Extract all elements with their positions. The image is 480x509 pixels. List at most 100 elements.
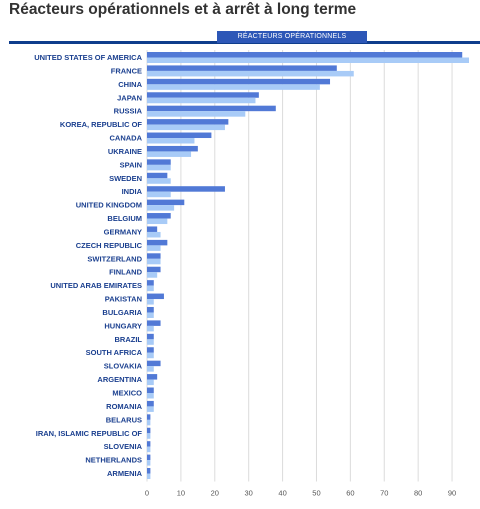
bar-series-1 xyxy=(147,92,259,98)
x-axis-ticks: 0 10 20 30 40 50 60 70 80 90 xyxy=(145,488,456,497)
bar-series-2 xyxy=(147,285,154,292)
category-label: JAPAN xyxy=(117,93,142,102)
category-label: SWITZERLAND xyxy=(87,254,142,263)
bar-series-1 xyxy=(147,266,161,273)
bar-series-2 xyxy=(147,57,469,63)
bar-series-1 xyxy=(147,52,463,58)
bar-series-1 xyxy=(147,374,158,380)
category-label: HUNGARY xyxy=(104,321,142,330)
x-tick-label: 30 xyxy=(245,488,253,497)
x-tick-label: 50 xyxy=(312,488,320,497)
bar-series-1 xyxy=(147,387,154,393)
bar-series-2 xyxy=(147,419,151,426)
bar-series-2 xyxy=(147,460,151,466)
category-label: UNITED ARAB EMIRATES xyxy=(50,281,142,290)
bar-series-2 xyxy=(147,312,154,318)
category-label: FINLAND xyxy=(109,268,142,277)
category-label: KOREA, REPUBLIC OF xyxy=(60,120,143,129)
category-label: BRAZIL xyxy=(115,335,143,344)
bar-series-2 xyxy=(147,191,171,198)
category-label: PAKISTAN xyxy=(105,295,142,304)
bar-series-1 xyxy=(147,454,151,461)
bar-series-1 xyxy=(147,400,154,407)
bar-series-1 xyxy=(147,213,171,219)
category-label: IRAN, ISLAMIC REPUBLIC OF xyxy=(36,429,143,438)
bar-series-2 xyxy=(147,70,354,77)
chart-title: Réacteurs opérationnels et à arrêt à lon… xyxy=(9,1,357,18)
category-label: SOUTH AFRICA xyxy=(86,348,143,357)
bar-series-1 xyxy=(147,145,198,152)
bar-series-1 xyxy=(147,239,168,246)
x-tick-label: 20 xyxy=(211,488,219,497)
category-label: BULGARIA xyxy=(102,308,142,317)
tab-operational-reactors[interactable]: RÉACTEURS OPÉRATIONNELS xyxy=(217,31,367,43)
x-tick-label: 80 xyxy=(414,488,422,497)
category-label: BELARUS xyxy=(106,415,142,424)
x-tick-label: 60 xyxy=(346,488,354,497)
category-label: SPAIN xyxy=(120,160,142,169)
category-label: SLOVAKIA xyxy=(104,362,143,371)
bar-series-1 xyxy=(147,280,154,286)
category-label: INDIA xyxy=(122,187,143,196)
bar-series-2 xyxy=(147,245,161,251)
bar-series-1 xyxy=(147,159,171,165)
bar-series-2 xyxy=(147,164,171,171)
category-label: SWEDEN xyxy=(109,174,142,183)
bar-series-1 xyxy=(147,186,225,192)
bar-series-1 xyxy=(147,199,185,206)
bar-series-2 xyxy=(147,151,192,157)
bar-series-1 xyxy=(147,360,161,367)
bar-series-2 xyxy=(147,325,154,332)
bar-series-1 xyxy=(147,105,276,112)
x-tick-label: 40 xyxy=(278,488,286,497)
bar-series-1 xyxy=(147,441,151,447)
category-label: ARMENIA xyxy=(107,469,143,478)
category-label: UNITED KINGDOM xyxy=(76,201,142,210)
bar-series-1 xyxy=(147,427,151,434)
category-label: BELGIUM xyxy=(107,214,142,223)
category-label: ARGENTINA xyxy=(97,375,142,384)
bar-series-2 xyxy=(147,352,154,359)
bar-series-1 xyxy=(147,414,151,420)
x-tick-label: 0 xyxy=(145,488,149,497)
category-label: ROMANIA xyxy=(106,402,142,411)
x-tick-label: 90 xyxy=(448,488,456,497)
bar-series-1 xyxy=(147,65,337,71)
bar-series-2 xyxy=(147,379,154,386)
category-label: UKRAINE xyxy=(108,147,142,156)
bar-series-2 xyxy=(147,433,151,439)
category-label: CANADA xyxy=(110,134,143,143)
bar-series-2 xyxy=(147,366,154,372)
bar-series-2 xyxy=(147,205,175,211)
bar-series-2 xyxy=(147,84,320,90)
x-tick-label: 70 xyxy=(380,488,388,497)
bar-series-2 xyxy=(147,473,151,480)
category-label: NETHERLANDS xyxy=(85,456,142,465)
category-label: MEXICO xyxy=(112,389,142,398)
bars xyxy=(147,52,469,480)
bar-series-2 xyxy=(147,138,195,144)
bar-series-1 xyxy=(147,253,161,259)
bar-series-2 xyxy=(147,124,225,131)
bar-series-2 xyxy=(147,299,154,305)
category-labels: UNITED STATES OF AMERICA FRANCE CHINA JAPAN… xyxy=(34,53,142,478)
bar-series-2 xyxy=(147,446,151,453)
bar-series-1 xyxy=(147,347,154,353)
bar-series-1 xyxy=(147,119,229,125)
bar-series-1 xyxy=(147,468,151,474)
bar-series-2 xyxy=(147,339,154,345)
bar-series-2 xyxy=(147,178,171,184)
bar-series-2 xyxy=(147,406,154,412)
bar-series-1 xyxy=(147,172,168,179)
bar-series-1 xyxy=(147,333,154,340)
bar-series-1 xyxy=(147,306,154,313)
bar-series-2 xyxy=(147,111,246,117)
bar-series-1 xyxy=(147,226,158,232)
bar-series-2 xyxy=(147,393,154,399)
category-label: UNITED STATES OF AMERICA xyxy=(34,53,142,62)
bar-series-2 xyxy=(147,272,158,278)
bar-series-2 xyxy=(147,97,256,104)
category-label: CZECH REPUBLIC xyxy=(76,241,143,250)
bar-series-1 xyxy=(147,293,164,300)
category-label: CHINA xyxy=(118,80,142,89)
